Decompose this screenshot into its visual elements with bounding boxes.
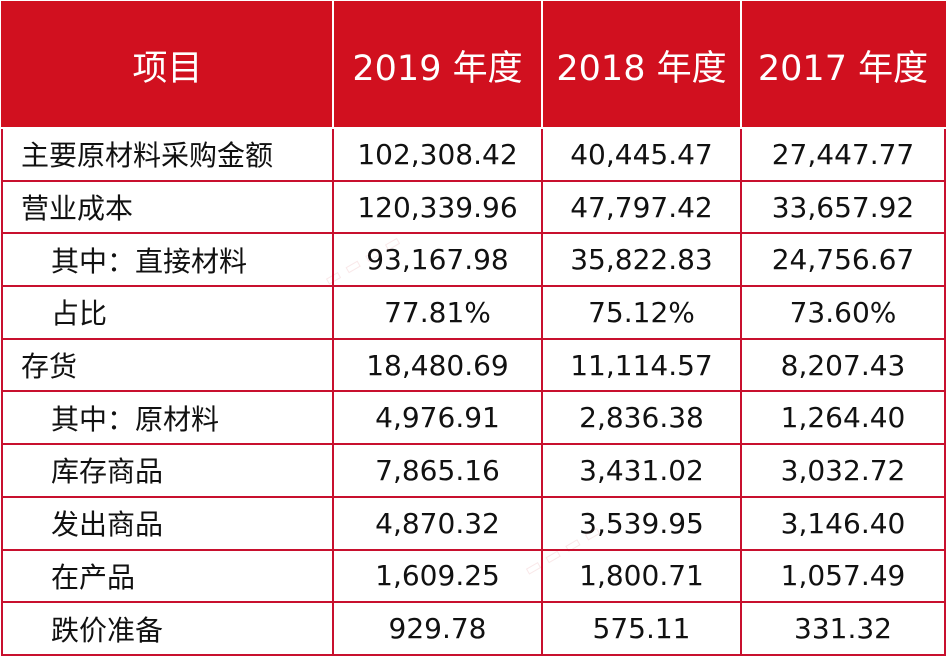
table-header: 项目 2019 年度 2018 年度 2017 年度 bbox=[1, 1, 946, 129]
value-cell-2019: 1,609.25 bbox=[332, 548, 543, 604]
table-row: 库存商品 7,865.16 3,431.02 3,032.72 bbox=[1, 443, 946, 498]
value-cell-2018: 11,114.57 bbox=[541, 337, 742, 393]
value-cell-2019: 4,870.32 bbox=[332, 495, 543, 551]
value-cell-2017: 1,057.49 bbox=[740, 548, 946, 604]
value-cell-2018: 1,800.71 bbox=[541, 548, 742, 604]
table-row: 营业成本 120,339.96 47,797.42 33,657.92 bbox=[1, 179, 946, 235]
row-label: 主要原材料采购金额 bbox=[1, 127, 334, 182]
value-cell-2019: 7,865.16 bbox=[332, 443, 543, 498]
value-cell-2017: 3,032.72 bbox=[740, 443, 946, 498]
value-cell-2017: 3,146.40 bbox=[740, 495, 946, 551]
table-body: 主要原材料采购金额 102,308.42 40,445.47 27,447.77 营业成… bbox=[1, 127, 946, 656]
value-cell-2017: 73.60% bbox=[740, 285, 946, 340]
row-label: 其中：直接材料 bbox=[1, 232, 334, 288]
row-label: 其中：原材料 bbox=[1, 390, 334, 446]
value-cell-2019: 929.78 bbox=[332, 601, 543, 656]
value-cell-2019: 102,308.42 bbox=[332, 127, 543, 182]
table-row: 发出商品 4,870.32 3,539.95 3,146.40 bbox=[1, 495, 946, 551]
value-cell-2018: 2,836.38 bbox=[541, 390, 742, 446]
header-cell-2019: 2019 年度 bbox=[332, 1, 543, 129]
header-cell-item: 项目 bbox=[1, 1, 334, 129]
value-cell-2017: 33,657.92 bbox=[740, 179, 946, 235]
row-label: 在产品 bbox=[1, 548, 334, 604]
value-cell-2018: 40,445.47 bbox=[541, 127, 742, 182]
value-cell-2018: 3,539.95 bbox=[541, 495, 742, 551]
value-cell-2019: 93,167.98 bbox=[332, 232, 543, 288]
value-cell-2018: 75.12% bbox=[541, 285, 742, 340]
value-cell-2017: 1,264.40 bbox=[740, 390, 946, 446]
value-cell-2019: 120,339.96 bbox=[332, 179, 543, 235]
table-row: 跌价准备 929.78 575.11 331.32 bbox=[1, 601, 946, 656]
value-cell-2019: 18,480.69 bbox=[332, 337, 543, 393]
header-row: 项目 2019 年度 2018 年度 2017 年度 bbox=[1, 1, 946, 129]
value-cell-2017: 331.32 bbox=[740, 601, 946, 656]
row-label: 营业成本 bbox=[1, 179, 334, 235]
value-cell-2017: 27,447.77 bbox=[740, 127, 946, 182]
value-cell-2018: 3,431.02 bbox=[541, 443, 742, 498]
row-label: 跌价准备 bbox=[1, 601, 334, 656]
value-cell-2018: 35,822.83 bbox=[541, 232, 742, 288]
value-cell-2018: 575.11 bbox=[541, 601, 742, 656]
value-cell-2019: 4,976.91 bbox=[332, 390, 543, 446]
table-row: 其中：直接材料 93,167.98 35,822.83 24,756.67 bbox=[1, 232, 946, 288]
value-cell-2018: 47,797.42 bbox=[541, 179, 742, 235]
header-cell-2018: 2018 年度 bbox=[541, 1, 742, 129]
table-row: 存货 18,480.69 11,114.57 8,207.43 bbox=[1, 337, 946, 393]
row-label: 库存商品 bbox=[1, 443, 334, 498]
table-row: 在产品 1,609.25 1,800.71 1,057.49 bbox=[1, 548, 946, 604]
table-row: 其中：原材料 4,976.91 2,836.38 1,264.40 bbox=[1, 390, 946, 446]
table-row: 占比 77.81% 75.12% 73.60% bbox=[1, 285, 946, 340]
value-cell-2019: 77.81% bbox=[332, 285, 543, 340]
header-cell-2017: 2017 年度 bbox=[740, 1, 946, 129]
table-row: 主要原材料采购金额 102,308.42 40,445.47 27,447.77 bbox=[1, 127, 946, 182]
row-label: 占比 bbox=[1, 285, 334, 340]
row-label: 发出商品 bbox=[1, 495, 334, 551]
row-label: 存货 bbox=[1, 337, 334, 393]
value-cell-2017: 24,756.67 bbox=[740, 232, 946, 288]
value-cell-2017: 8,207.43 bbox=[740, 337, 946, 393]
